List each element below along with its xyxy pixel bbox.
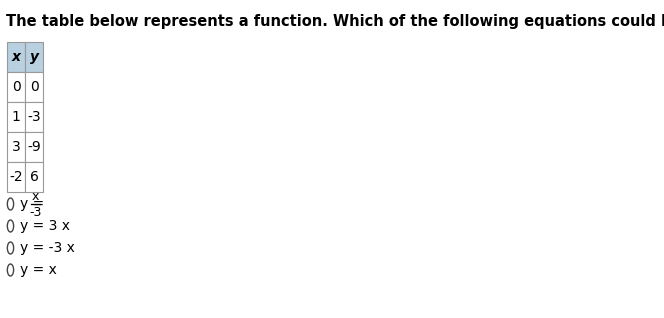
Bar (7, 132, 25, 162)
Bar (25, 162, 43, 192)
Text: 0: 0 (12, 80, 21, 94)
Text: y = -3 x: y = -3 x (20, 241, 75, 255)
Text: y = x: y = x (20, 263, 57, 277)
Bar (7, 42, 25, 72)
Text: -3: -3 (27, 110, 41, 124)
Bar (25, 102, 43, 132)
Bar (7, 72, 25, 102)
Text: -9: -9 (27, 140, 41, 154)
Bar (7, 102, 25, 132)
Text: 1: 1 (12, 110, 21, 124)
Text: The table below represents a function. Which of the following equations could be: The table below represents a function. W… (6, 14, 664, 29)
Text: -2: -2 (9, 170, 23, 184)
Bar (25, 72, 43, 102)
Text: y =: y = (20, 197, 48, 211)
Bar (25, 132, 43, 162)
Text: 0: 0 (30, 80, 39, 94)
Bar (7, 162, 25, 192)
Text: 3: 3 (12, 140, 21, 154)
Bar (25, 42, 43, 72)
Text: x: x (32, 190, 39, 204)
Text: y: y (29, 50, 39, 64)
Text: y = 3 x: y = 3 x (20, 219, 70, 233)
Text: 6: 6 (30, 170, 39, 184)
Text: -3: -3 (29, 205, 42, 218)
Text: x: x (12, 50, 21, 64)
